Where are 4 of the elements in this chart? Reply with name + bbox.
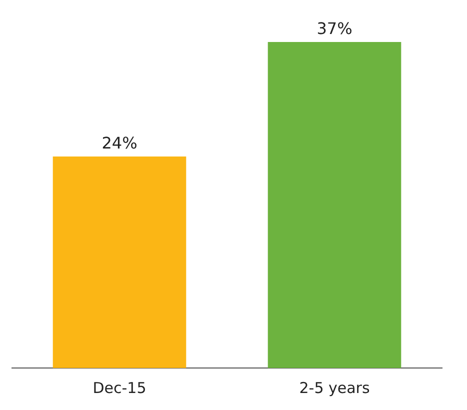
x-tick-label: 2-5 years: [299, 378, 370, 397]
x-tick-label: Dec-15: [92, 378, 146, 397]
data-label: 24%: [102, 134, 138, 153]
data-label: 37%: [316, 19, 352, 38]
